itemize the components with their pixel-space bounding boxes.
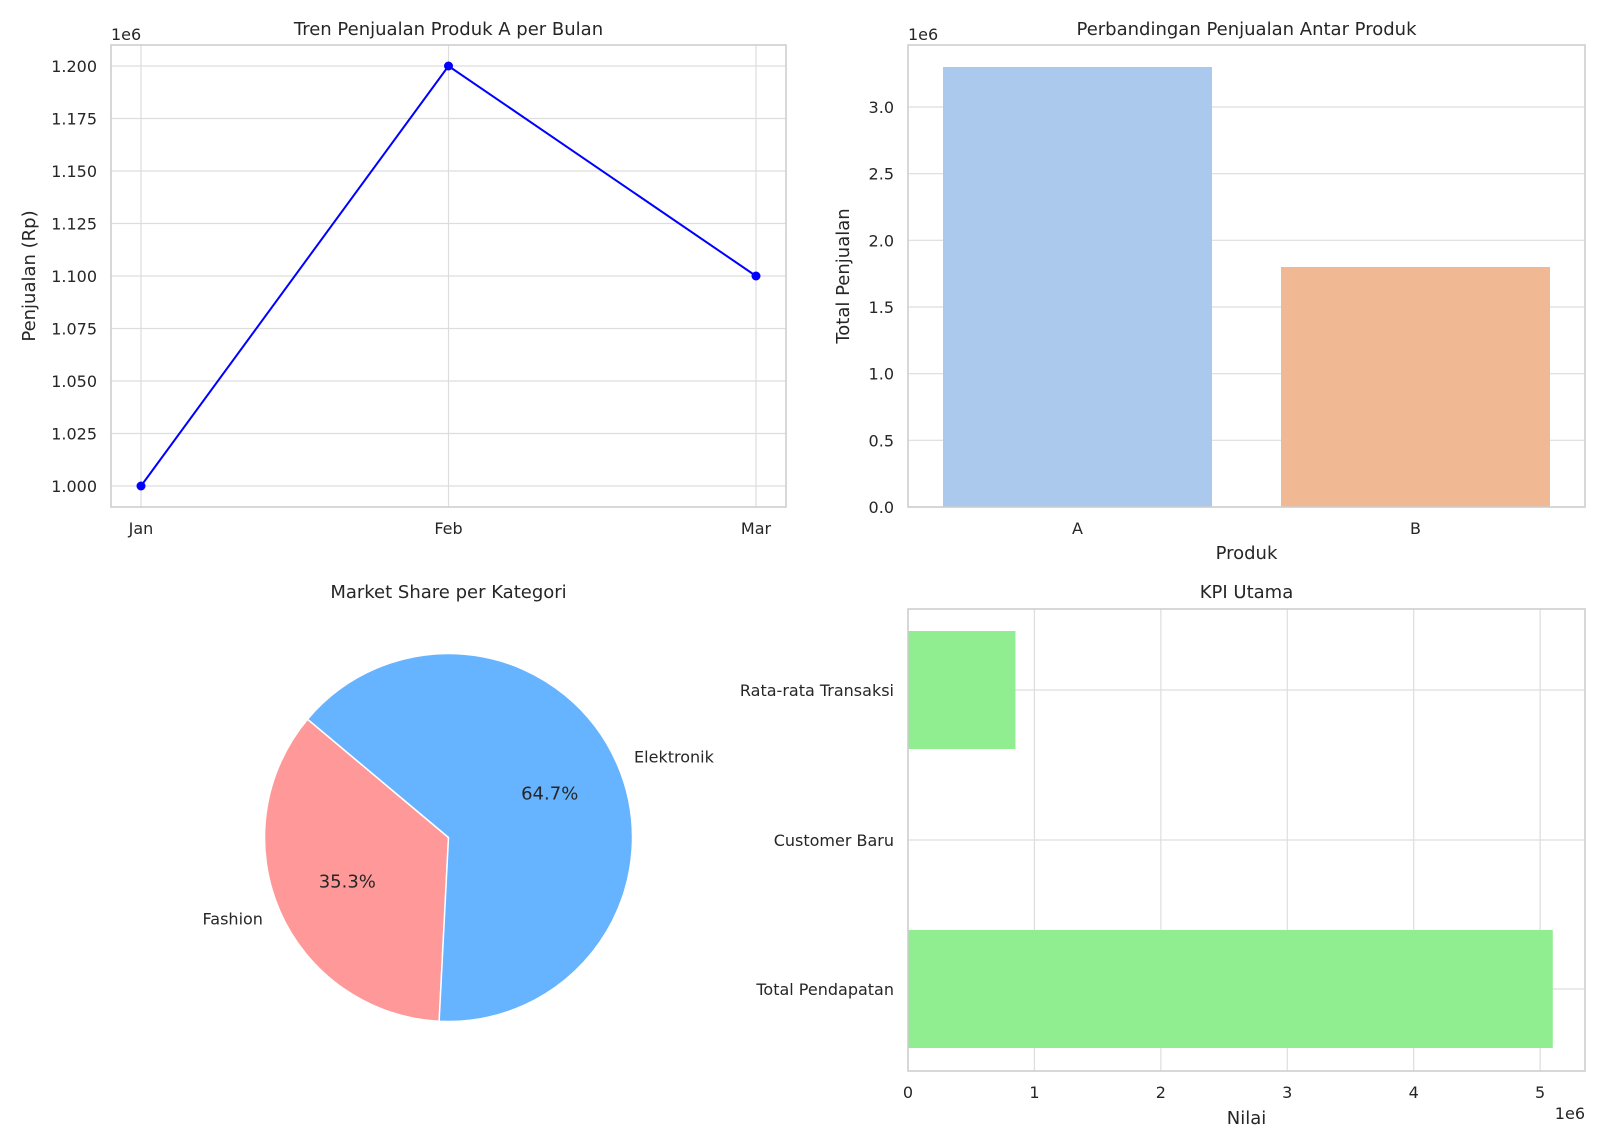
- bar-chart-bar-a: [943, 67, 1212, 507]
- pie-chart-title: Market Share per Kategori: [330, 582, 566, 603]
- pie-slice-label: Fashion: [203, 909, 263, 928]
- line-chart-ylabel: Penjualan (Rp): [19, 210, 40, 341]
- bar-chart-xtick-label: A: [1072, 519, 1083, 538]
- bar-chart-ytick-label: 0.5: [869, 431, 894, 450]
- bar-chart-ytick-label: 1.5: [869, 298, 894, 317]
- kpi-chart-bar-rata-rata-transaksi: [908, 631, 1016, 749]
- kpi-chart-xlabel: Nilai: [1227, 1108, 1267, 1129]
- line-chart-point: [751, 271, 761, 281]
- line-chart-frame: [110, 44, 787, 508]
- line-chart-xtick-label: Feb: [434, 519, 462, 538]
- line-chart-ticks: 1.000 1.025 1.050 1.075 1.100 1.125 1.150 1.175…: [51, 57, 771, 538]
- line-chart-ytick-label: 1.125: [51, 215, 97, 234]
- pie-slice-percent: 64.7%: [521, 783, 578, 804]
- kpi-chart-xtick-label: 3: [1282, 1083, 1292, 1102]
- line-chart-grid: [111, 45, 786, 507]
- bar-chart-title: Perbandingan Penjualan Antar Produk: [1076, 19, 1417, 40]
- bar-chart-xlabel: Produk: [1216, 543, 1278, 564]
- line-chart-ytick-label: 1.100: [51, 267, 97, 286]
- kpi-chart-xtick-label: 0: [903, 1083, 913, 1102]
- line-chart-ytick-label: 1.050: [51, 372, 97, 391]
- bar-chart-bar-b: [1281, 267, 1550, 507]
- bar-chart-frame: [907, 44, 1586, 508]
- line-chart-marks: [136, 61, 761, 491]
- kpi-chart-bar-total-pendapatan: [908, 930, 1553, 1048]
- kpi-chart-title: KPI Utama: [1200, 582, 1294, 603]
- bar-chart-xtick-label: B: [1410, 519, 1421, 538]
- kpi-chart-xtick-label: 4: [1409, 1083, 1419, 1102]
- kpi-chart-xtick-label: 2: [1156, 1083, 1166, 1102]
- bar-chart-ytick-label: 1.0: [869, 365, 894, 384]
- kpi-chart-frame: [907, 608, 1586, 1072]
- bar-chart-ytick-label: 3.0: [869, 98, 894, 117]
- bar-chart-offset-label: 1e6: [908, 25, 938, 44]
- line-chart-ytick-label: 1.150: [51, 162, 97, 181]
- kpi-chart-xtick-label: 1: [1029, 1083, 1039, 1102]
- bar-chart-panel: 0.0 0.5 1.0 1.5 2.0 2.5 3.0 A B Perbandingan Pen…: [833, 19, 1586, 564]
- bar-chart-ytick-label: 0.0: [869, 498, 894, 517]
- line-chart-ytick-label: 1.025: [51, 425, 97, 444]
- pie-slice-percent: 35.3%: [319, 872, 376, 893]
- kpi-chart-ytick-label: Customer Baru: [774, 831, 894, 850]
- pie-chart-panel: Fashion 35.3% Elektronik 64.7% Market Share…: [203, 582, 715, 1023]
- pie-chart-marks: Fashion 35.3% Elektronik 64.7%: [203, 652, 715, 1023]
- kpi-chart-panel: 0 1 2 3 4 5 Total Pendapatan Customer Baru Rata-…: [740, 582, 1586, 1129]
- kpi-chart-ytick-label: Total Pendapatan: [755, 980, 894, 999]
- line-chart-xtick-label: Jan: [128, 519, 154, 538]
- line-chart-ytick-label: 1.175: [51, 110, 97, 129]
- line-chart-point: [444, 61, 453, 71]
- line-chart-offset-label: 1e6: [111, 25, 141, 44]
- line-chart-panel: 1.000 1.025 1.050 1.075 1.100 1.125 1.150 1.175…: [19, 19, 787, 538]
- pie-slice-fashion: [263, 718, 450, 1023]
- line-chart-title: Tren Penjualan Produk A per Bulan: [293, 19, 603, 40]
- line-chart-xtick-label: Mar: [741, 519, 772, 538]
- bar-chart-ytick-label: 2.5: [869, 165, 894, 184]
- line-chart-ytick-label: 1.000: [51, 477, 97, 496]
- bar-chart-ticks: 0.0 0.5 1.0 1.5 2.0 2.5 3.0 A B: [869, 98, 1421, 538]
- kpi-chart-offset-label: 1e6: [1555, 1104, 1585, 1123]
- line-chart-ytick-label: 1.075: [51, 320, 97, 339]
- bar-chart-ylabel: Total Penjualan: [833, 208, 854, 344]
- kpi-chart-marks: [908, 631, 1553, 1048]
- bar-chart-ytick-label: 2.0: [869, 231, 894, 250]
- pie-slice-elektronik: [306, 652, 634, 1023]
- line-chart-ytick-label: 1.200: [51, 57, 97, 76]
- line-chart-point: [136, 481, 146, 491]
- kpi-chart-xtick-label: 5: [1535, 1083, 1545, 1102]
- bar-chart-marks: [943, 67, 1550, 507]
- pie-slice-label: Elektronik: [634, 748, 715, 767]
- kpi-chart-ticks: 0 1 2 3 4 5 Total Pendapatan Customer Baru Rata-…: [740, 681, 1545, 1102]
- kpi-chart-ytick-label: Rata-rata Transaksi: [740, 681, 894, 700]
